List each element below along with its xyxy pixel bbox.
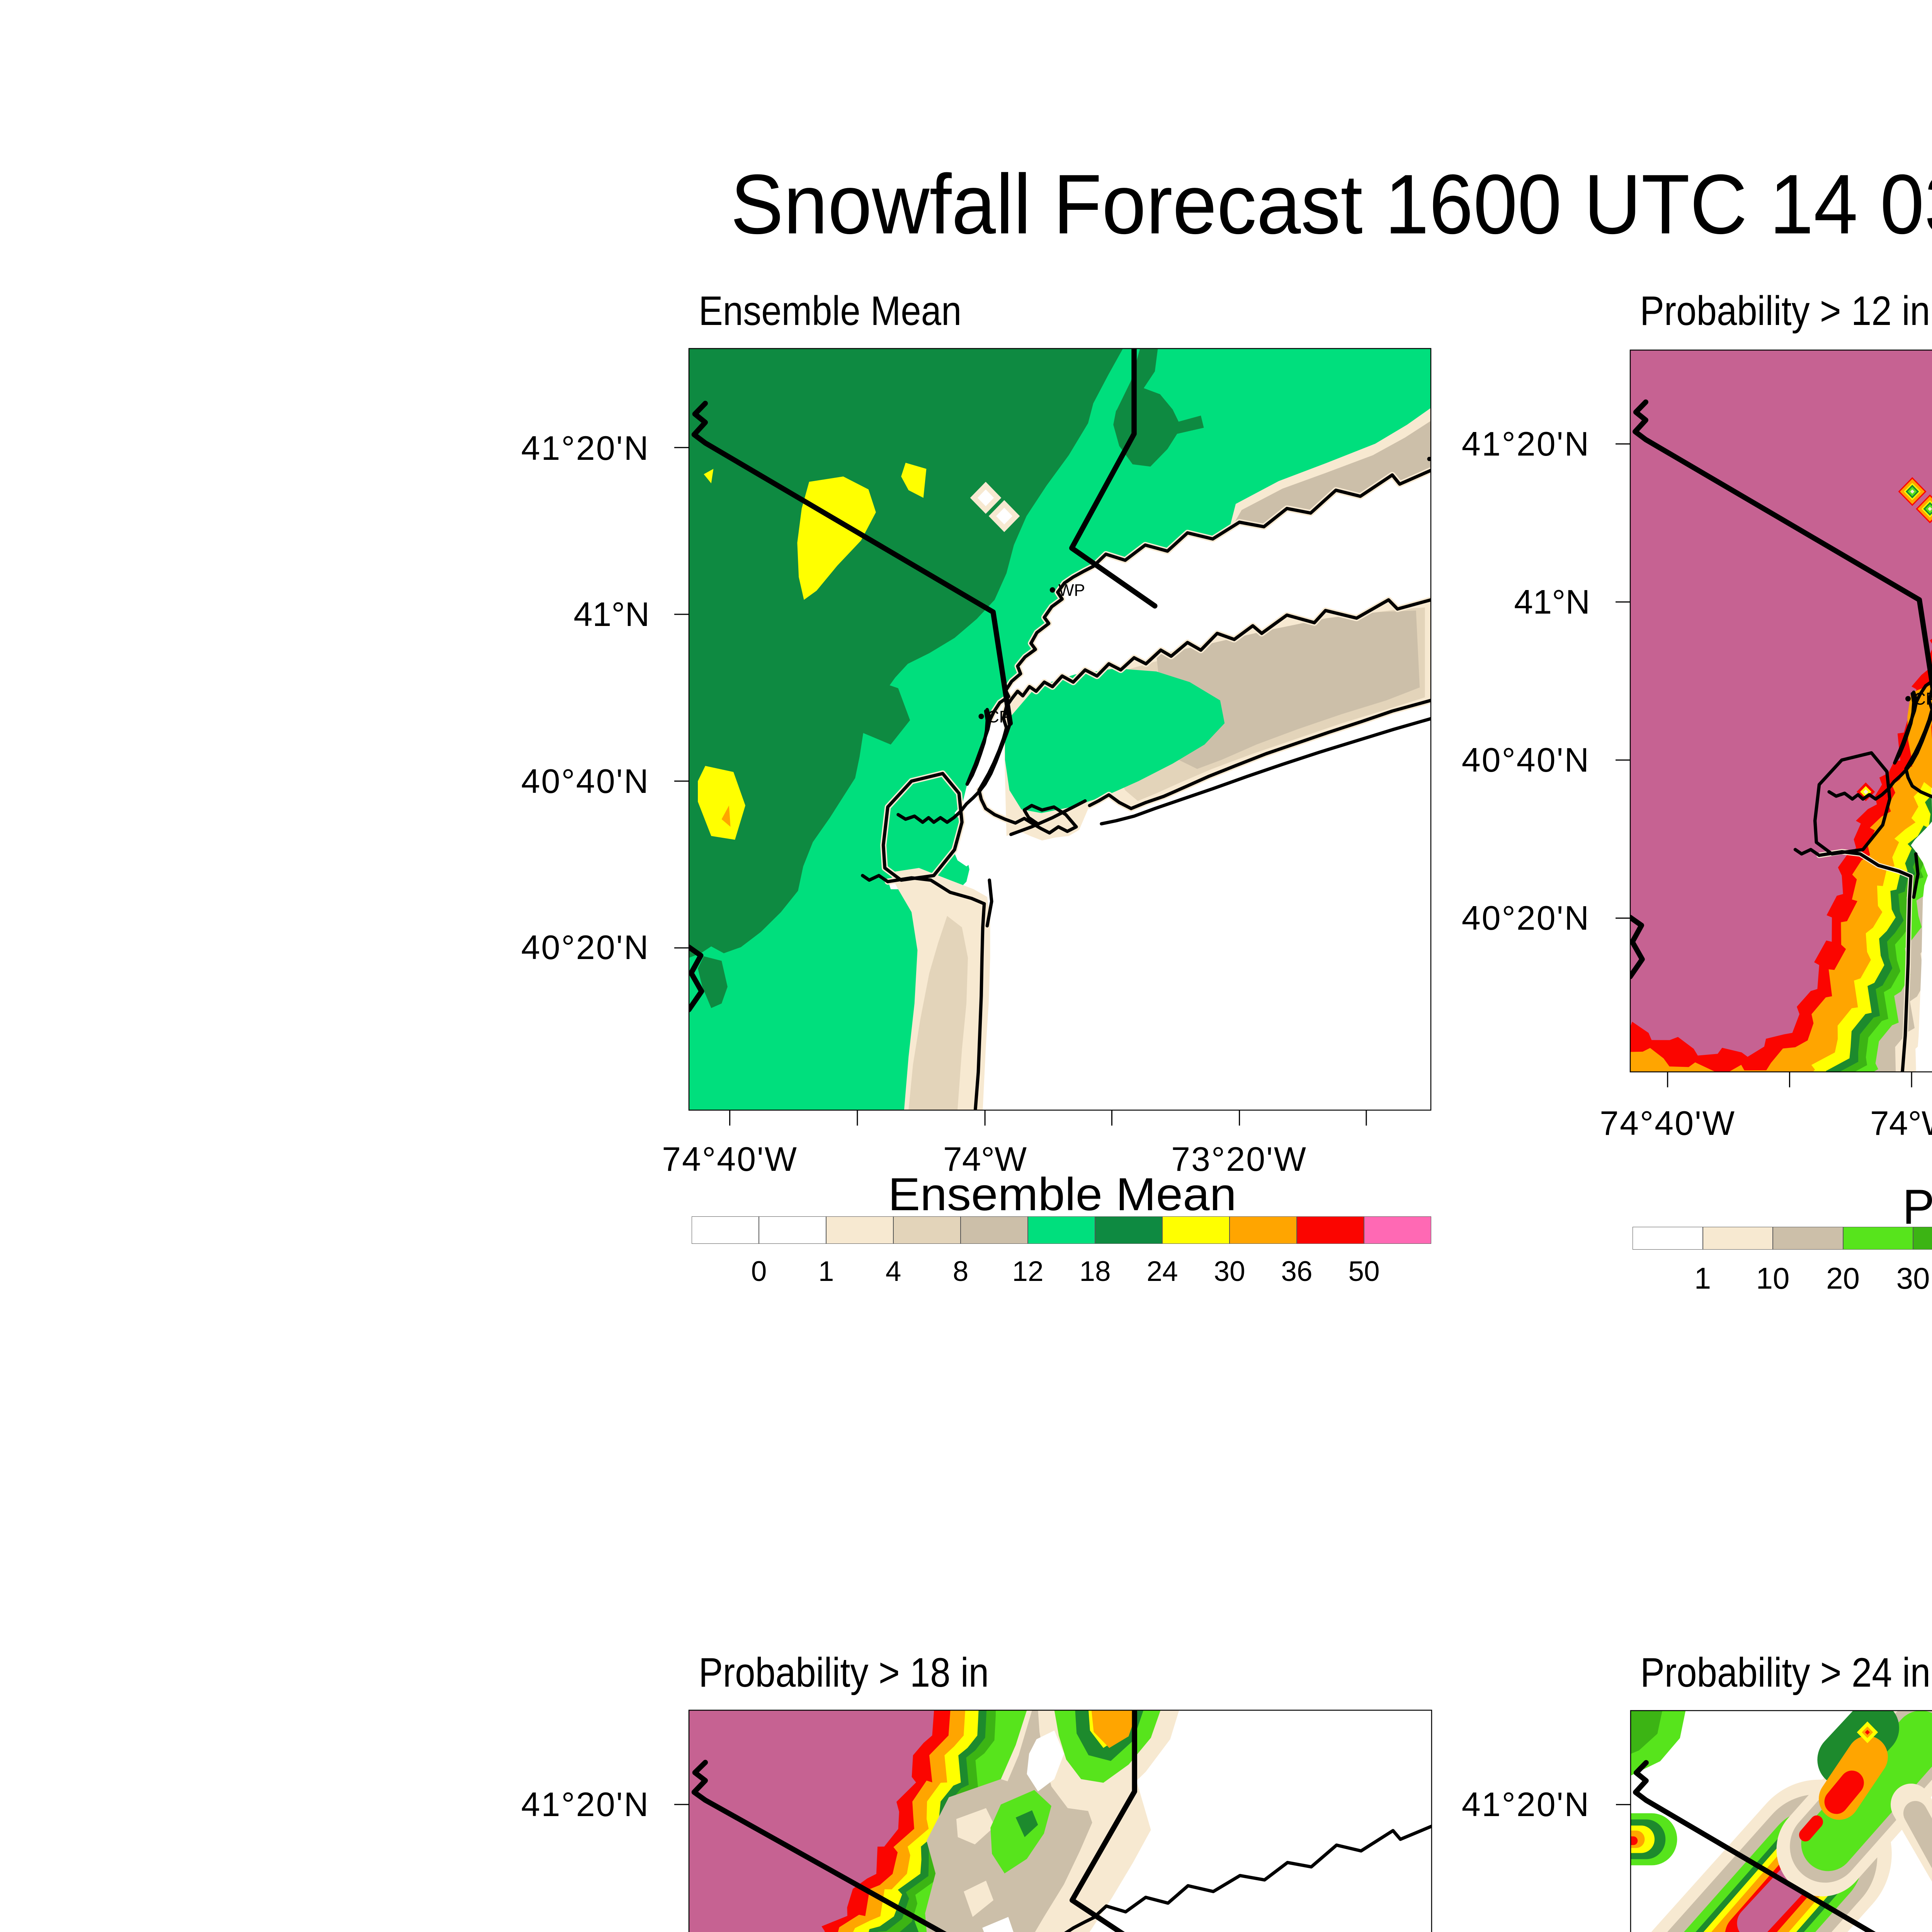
svg-text:CP: CP bbox=[987, 707, 1010, 726]
svg-text:WP: WP bbox=[1059, 1931, 1087, 1932]
svg-text:WP: WP bbox=[1058, 581, 1085, 600]
svg-text:CP: CP bbox=[1914, 690, 1932, 709]
